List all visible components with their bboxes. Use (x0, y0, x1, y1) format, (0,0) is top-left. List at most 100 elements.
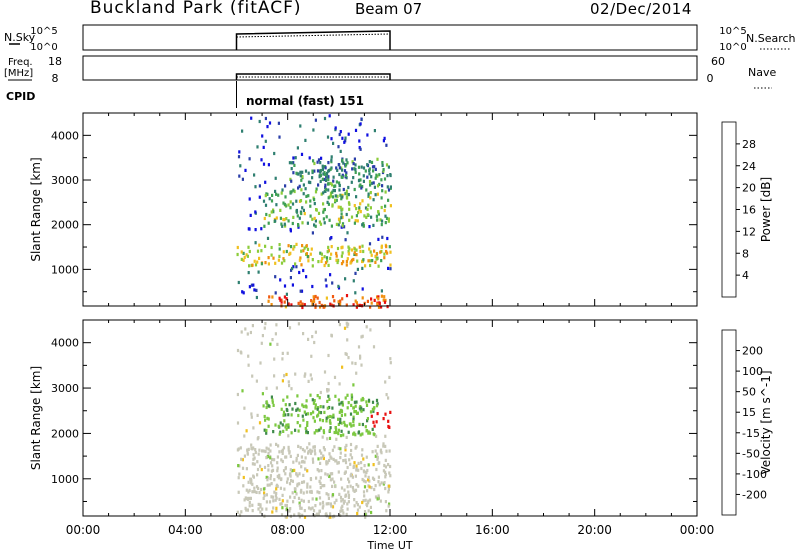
power-cell (302, 268, 305, 273)
power-cell (307, 180, 311, 184)
power-cell (303, 246, 306, 250)
velocity-cell (363, 464, 366, 468)
power-cell (258, 256, 261, 260)
power-cell (385, 245, 388, 249)
velocity-cell (255, 485, 259, 489)
velocity-cell (252, 453, 255, 457)
velocity-cell (284, 403, 287, 407)
velocity-cell (340, 429, 343, 433)
velocity-cell (334, 426, 337, 430)
power-cell (242, 291, 245, 295)
velocity-cell (289, 495, 292, 499)
velocity-cell (389, 361, 392, 365)
velocity-cell (278, 497, 281, 501)
velocity-cell (276, 469, 279, 473)
power-cell (362, 166, 366, 170)
velocity-cell (370, 486, 373, 490)
velocity-cell (333, 430, 336, 435)
power-cell (354, 299, 357, 303)
power-cell (266, 125, 269, 129)
colorbar-tick-label: 28 (742, 138, 756, 151)
velocity-cell (267, 404, 270, 408)
power-cell (287, 302, 290, 306)
velocity-cell (366, 419, 369, 423)
velocity-cell (343, 420, 346, 424)
power-cell (268, 213, 271, 218)
velocity-cell (254, 448, 257, 452)
power-cell (324, 187, 327, 191)
power-cell (389, 204, 392, 208)
power-cell (248, 249, 251, 254)
velocity-cell (259, 487, 263, 492)
power-cell (376, 157, 379, 161)
velocity-cell (251, 490, 254, 494)
power-cell (264, 261, 267, 265)
power-cell (291, 266, 294, 271)
power-cell (387, 217, 390, 221)
velocity-cell (321, 419, 324, 423)
velocity-cell (295, 492, 298, 496)
power-cell (356, 259, 359, 263)
power-cell (377, 305, 381, 309)
power-cell (305, 275, 308, 279)
power-cell (247, 245, 250, 249)
velocity-cell (352, 419, 355, 423)
power-cell (362, 249, 365, 254)
velocity-cell (333, 375, 337, 379)
velocity-cell (362, 408, 365, 412)
velocity-cell (382, 469, 385, 473)
velocity-cell (352, 415, 355, 419)
cpid-label: CPID (6, 90, 35, 103)
velocity-cell (353, 498, 356, 502)
velocity-cell (337, 432, 340, 436)
station-title: Buckland Park (fitACF) (90, 0, 302, 18)
velocity-cell (384, 444, 387, 448)
velocity-cell (246, 497, 250, 501)
velocity-cell (328, 458, 331, 463)
velocity-cell (309, 477, 312, 481)
velocity-cell (320, 456, 323, 460)
power-cell (304, 138, 307, 142)
power-cell (317, 183, 320, 187)
power-cell (374, 254, 377, 258)
velocity-cell (297, 444, 300, 448)
velocity-cell (333, 480, 336, 484)
power-cell (345, 263, 348, 267)
power-cell (373, 298, 376, 302)
velocity-cell (281, 451, 284, 455)
power-cell (341, 195, 344, 199)
power-cell (367, 259, 370, 263)
colorbar-tick-label: 12 (742, 225, 756, 238)
power-cell (386, 236, 389, 241)
power-cell (352, 257, 355, 262)
velocity-cell (278, 450, 281, 454)
power-cell (330, 158, 333, 162)
power-cell (335, 222, 338, 226)
velocity-cell (271, 464, 274, 468)
power-cell (321, 164, 324, 168)
velocity-cell (281, 351, 284, 355)
velocity-cell (349, 453, 352, 457)
velocity-cell (312, 509, 316, 513)
velocity-cell (252, 475, 255, 479)
velocity-cell (265, 405, 268, 410)
power-cell (332, 141, 335, 145)
power-cell (355, 214, 358, 218)
velocity-cells (236, 321, 392, 519)
velocity-cell (244, 496, 247, 500)
velocity-cell (294, 401, 297, 406)
velocity-cell (252, 426, 255, 430)
velocity-cell (323, 484, 326, 488)
power-cell (283, 259, 286, 263)
velocity-cell (289, 472, 292, 476)
power-cell (345, 259, 348, 264)
velocity-cell (285, 427, 288, 431)
velocity-cell (344, 461, 348, 465)
velocity-cell (327, 388, 330, 392)
velocity-cell (337, 417, 340, 421)
velocity-cell (318, 491, 321, 495)
power-cell (303, 212, 306, 216)
power-cell (283, 295, 286, 299)
velocity-cell (340, 506, 343, 510)
power-cell (324, 278, 327, 282)
